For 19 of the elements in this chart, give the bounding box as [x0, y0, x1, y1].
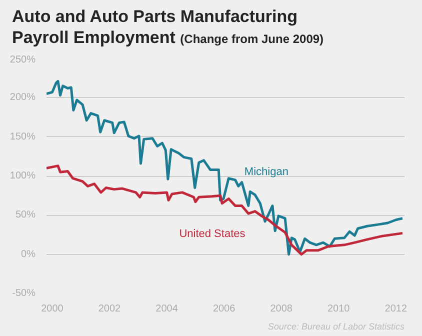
y-tick-label: 100%: [10, 170, 36, 182]
chart-subtitle: (Change from June 2009): [180, 32, 324, 46]
x-tick-label: 2000: [41, 304, 64, 314]
line-series: [46, 164, 404, 256]
series-label: United States: [179, 228, 246, 240]
x-tick-label: 2002: [98, 304, 122, 314]
x-tick-label: 2008: [270, 304, 293, 314]
y-tick-label: 250%: [10, 54, 36, 66]
x-tick-label: 2012: [384, 304, 408, 314]
y-tick-label: 0%: [21, 248, 36, 260]
x-tick-label: 2006: [212, 304, 236, 314]
y-tick-label: 150%: [10, 131, 36, 142]
x-tick-label: 2004: [156, 304, 178, 314]
line-series: [46, 80, 404, 256]
y-tick-label: -50%: [12, 288, 36, 299]
y-tick-label: 200%: [10, 92, 36, 104]
y-tick-label: 50%: [15, 210, 36, 221]
series-label: Michigan: [244, 166, 288, 178]
x-tick-label: 2010: [328, 304, 350, 314]
